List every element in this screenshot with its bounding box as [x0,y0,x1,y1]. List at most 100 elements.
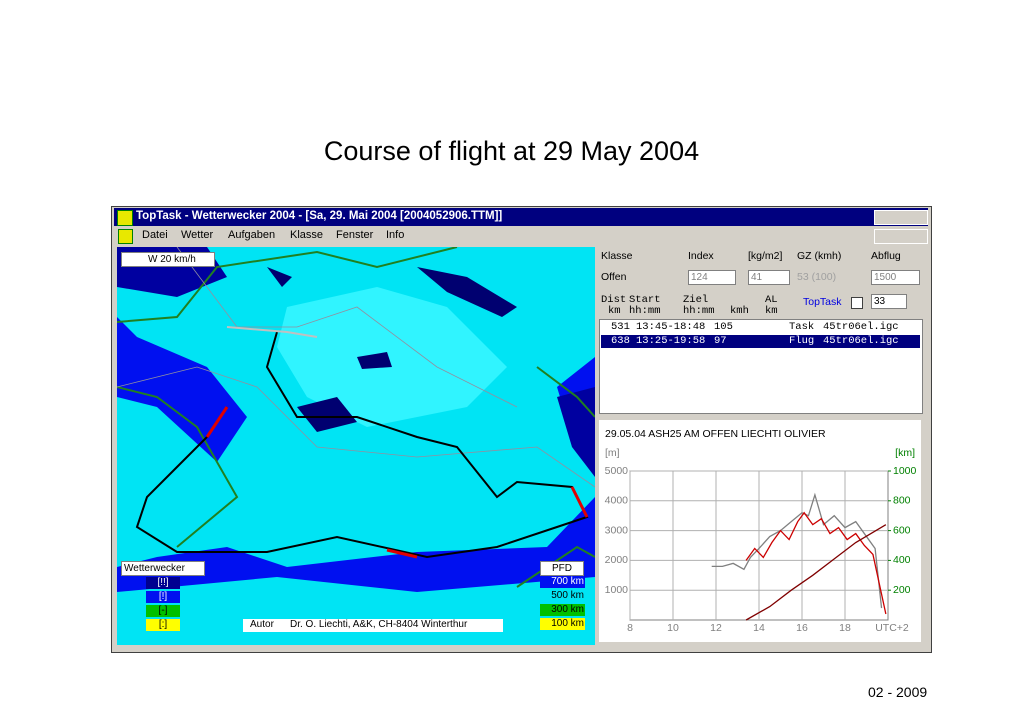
track-highlight [386,548,418,559]
settings-header: [kg/m2] [748,250,783,262]
author: Dr. O. Liechti, A&K, CH-8404 Winterthur [290,619,468,630]
flight-cell: 45tr06el.igc [823,335,899,347]
app-icon [117,210,133,226]
flight-cell: 45tr06el.igc [823,321,899,333]
road [117,366,595,488]
level-entry: [:] [146,619,180,631]
menu-item: Wetter [181,229,214,241]
x-tick-label: 16 [796,622,808,634]
selected-row[interactable] [601,335,920,348]
wind-label: W 20 km/h [121,252,215,267]
border [117,247,458,323]
chart-header: 29.05.04 ASH25 AM OFFEN LIECHTI OLIVIER [605,428,826,440]
column-header: AL [765,294,778,306]
border [516,545,595,588]
lake [297,397,357,432]
flight-cell: 97 [714,335,727,347]
legend-title: Wetterwecker [121,561,205,576]
y-tick-label: 4000 [605,495,629,507]
pfd-entry: 500 km [540,590,585,602]
level-entry: [-] [146,605,180,617]
flight-cell: Flug [789,335,815,347]
speed-value: 53 (100) [797,271,837,283]
column-unit: kmh [730,305,749,317]
x-tick-label: 18 [839,622,851,634]
doc-icon [118,229,133,244]
pfd-entry: 100 km [540,618,585,630]
y-tick-label: 2000 [605,554,629,566]
slide-footer: 02 - 2009 [868,684,928,700]
level-entry: [!!] [146,577,180,589]
slide-title: Course of flight at 29 May 2004 [323,136,700,166]
series-line [745,524,887,621]
window-buttons[interactable] [874,210,928,225]
y2-tick-label: 200 [893,584,911,596]
y-tick-label: 3000 [605,524,629,536]
flight-cell: 13:25-19:58 [636,335,706,347]
settings-header: GZ (kmh) [797,250,842,262]
flight-cell: 105 [714,321,733,333]
x-tick-label: 12 [710,622,722,634]
settings-header: Index [688,250,714,262]
pfd-entry: 300 km [540,604,585,616]
settings-header: Klasse [601,250,633,262]
column-unit: km [765,305,778,317]
lake [357,352,392,369]
flight-cell: Task [789,321,815,333]
y-tick-label: 5000 [605,465,629,477]
track [226,326,318,338]
pfd-entry: 700 km [540,576,585,588]
column-header: Start [629,294,661,306]
border [536,366,595,418]
y2-tick-label: 800 [893,495,911,507]
road [176,247,518,408]
pfd-title: PFD [540,561,584,576]
class-value: Offen [601,271,627,283]
flight-cell: 13:45-18:48 [636,321,706,333]
x-unit: UTC+2 [875,622,909,634]
menu-item: Klasse [290,229,324,241]
toptask-checkbox[interactable] [851,297,863,309]
menu-item: Fenster [336,229,374,241]
column-header: Ziel [683,294,709,306]
column-header: Dist [601,294,627,306]
flight-cell: 638 [611,335,630,347]
author-box [243,619,503,632]
y2-tick-label: 1000 [893,465,917,477]
x-tick-label: 8 [627,622,633,634]
flight-cell: 531 [611,321,630,333]
menu-item: Aufgaben [228,229,276,241]
settings-field: 41 [748,270,790,285]
border [117,386,239,548]
map-area [117,577,595,645]
y2-tick-label: 600 [893,524,911,536]
lake [267,267,292,287]
level-entry: [!] [146,591,180,603]
title-bar [114,208,928,226]
settings-field: 124 [688,270,736,285]
y-tick-label: 1000 [605,584,629,596]
flight-list[interactable] [599,319,923,414]
y-axis-label: [m] [605,447,620,459]
lake [417,267,517,317]
map-area [277,287,507,427]
settings-field: 1500 [871,270,920,285]
author-label: Autor [250,619,274,630]
column-unit: hh:mm [683,305,715,317]
y2-tick-label: 400 [893,554,911,566]
series-line [745,511,887,615]
x-tick-label: 10 [667,622,679,634]
window-title: TopTask - Wetterwecker 2004 - [Sa, 29. M… [136,210,503,222]
track-highlight [205,406,229,438]
menu-item: Info [386,229,405,241]
map-area [557,387,595,477]
toptask-input: 33 [871,294,907,309]
x-tick-label: 14 [753,622,765,634]
doc-buttons[interactable] [874,229,928,244]
settings-header: Abflug [871,250,901,262]
map [117,247,595,645]
column-unit: km [608,305,621,317]
y2-axis-label: [km] [895,447,915,459]
barogram: 29.05.04 ASH25 AM OFFEN LIECHTI OLIVIER [… [599,420,921,642]
